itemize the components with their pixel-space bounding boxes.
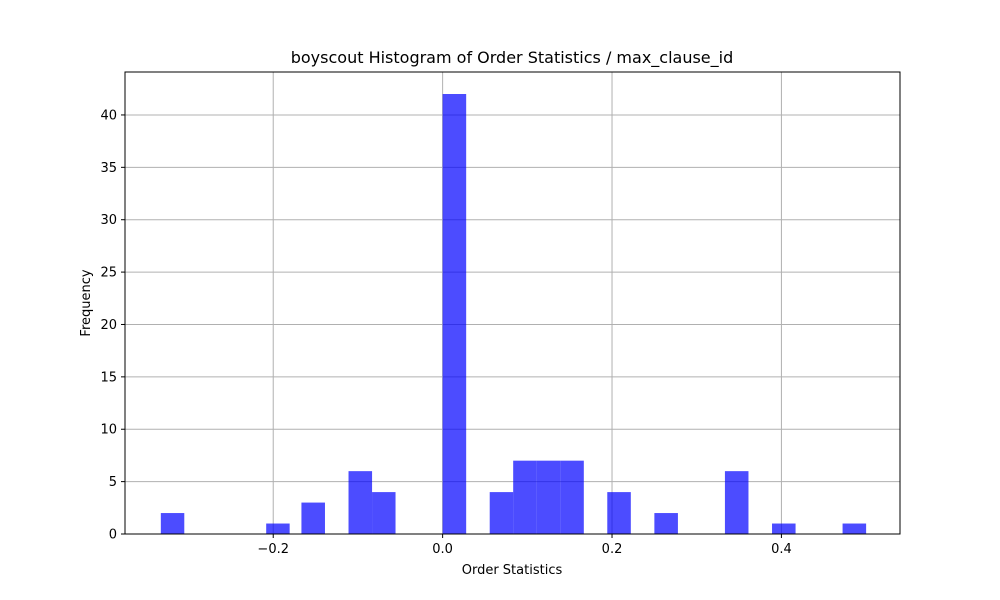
histogram-bar	[654, 513, 678, 534]
x-tick-label: 0.0	[432, 542, 453, 557]
y-tick-label: 5	[109, 475, 117, 490]
y-tick-label: 20	[100, 318, 117, 333]
y-tick-label: 0	[109, 528, 117, 543]
plot-frame	[124, 71, 901, 535]
histogram-bar	[560, 460, 584, 534]
chart-title: boyscout Histogram of Order Statistics /…	[291, 48, 734, 68]
y-tick-label: 25	[100, 266, 117, 281]
histogram-bar	[607, 492, 631, 534]
y-tick-label: 35	[100, 161, 117, 176]
bars-layer	[160, 94, 867, 534]
histogram-bar	[372, 492, 396, 534]
histogram-bar	[442, 94, 467, 534]
grid-layer	[125, 72, 900, 535]
histogram-bar	[842, 523, 867, 534]
y-tick-label: 40	[100, 108, 117, 123]
histogram-bar	[489, 492, 514, 534]
x-tick-label: 0.4	[771, 542, 792, 557]
x-tick-label: 0.2	[602, 542, 623, 557]
histogram-bar	[160, 513, 185, 534]
x-axis-label: Order Statistics	[462, 563, 563, 578]
histogram-bar	[536, 460, 561, 534]
histogram-bar	[348, 471, 373, 534]
y-tick-label: 30	[100, 213, 117, 228]
y-axis-label: Frequency	[79, 269, 94, 336]
histogram-bar	[724, 471, 749, 534]
histogram-bar	[772, 523, 796, 534]
histogram-bar	[513, 460, 537, 534]
y-tick-label: 10	[100, 423, 117, 438]
y-tick-label: 15	[100, 370, 117, 385]
histogram-bar	[266, 523, 290, 534]
ticks-layer: −0.2 0.0 0.2 0.4 0 5 10 15 20 25 30 35 40	[100, 108, 791, 557]
histogram-bar	[301, 502, 325, 534]
x-tick-label: −0.2	[257, 542, 289, 557]
